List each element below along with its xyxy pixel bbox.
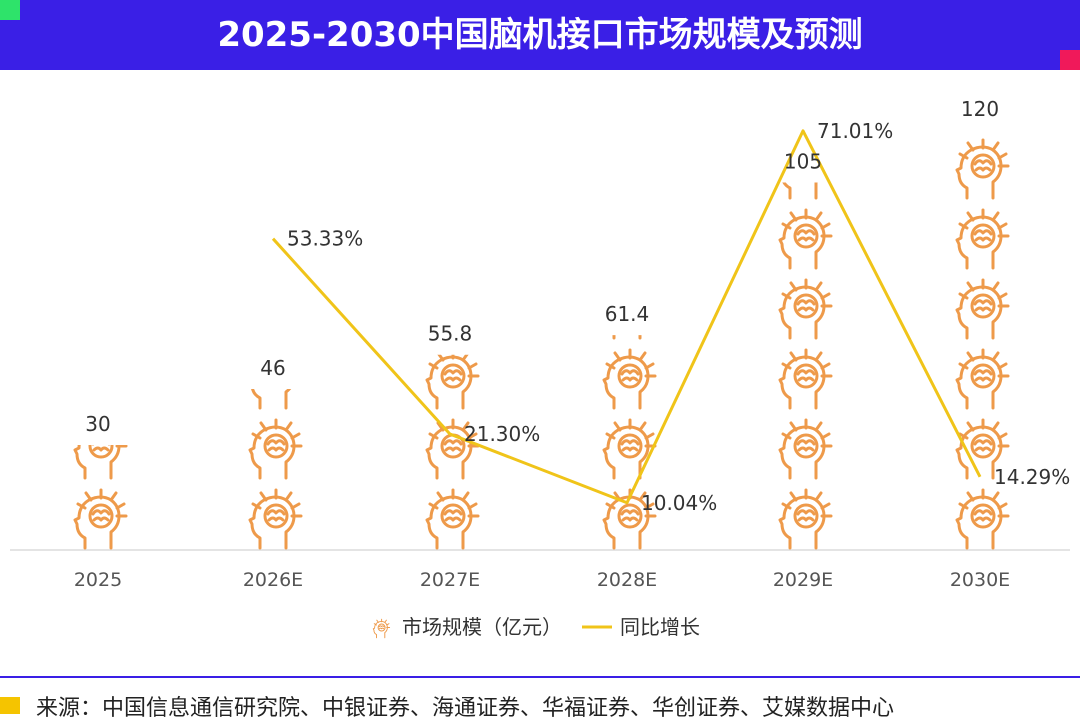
brain-icon [602, 488, 657, 550]
x-tick-label: 2029E [773, 569, 833, 591]
bar-value-label: 30 [85, 412, 110, 436]
legend-brain-icon [372, 618, 391, 639]
source-note: 来源：中国信息通信研究院、中银证券、海通证券、华福证券、华创证券、艾媒数据中心 [36, 696, 895, 721]
page-title: 2025-2030中国脑机接口市场规模及预测 [217, 15, 863, 55]
bar-2028E [602, 335, 657, 550]
bars-layer [73, 138, 1010, 550]
brain-icon [778, 488, 833, 550]
brain-icon [778, 348, 833, 410]
brain-icon [955, 488, 1010, 550]
brain-icon [248, 418, 303, 480]
brain-icon [955, 208, 1010, 270]
bar-value-label: 61.4 [605, 302, 650, 326]
x-tick-label: 2027E [420, 569, 480, 591]
bar-value-label: 105 [784, 150, 822, 174]
bar-2026E [248, 389, 303, 550]
brain-icon [73, 488, 128, 550]
bar-value-label: 46 [260, 356, 285, 380]
brain-icon [425, 418, 480, 480]
brain-icon [955, 278, 1010, 340]
bar-2025 [73, 445, 128, 550]
brain-icon [248, 488, 303, 550]
x-tick-label: 2025 [74, 569, 122, 591]
brain-icon [602, 348, 657, 410]
bar-value-label: 120 [961, 97, 999, 121]
bar-value-label: 55.8 [428, 322, 473, 346]
brain-icon [602, 418, 657, 480]
growth-value-label: 21.30% [464, 422, 540, 446]
corner-accent-green [0, 0, 20, 20]
growth-line [271, 129, 982, 505]
growth-value-label: 10.04% [641, 491, 717, 515]
legend-label-market-size: 市场规模（亿元） [402, 615, 562, 639]
growth-value-label: 14.29% [994, 465, 1070, 489]
brain-icon [955, 138, 1010, 200]
brain-icon [425, 488, 480, 550]
brain-icon [955, 418, 1010, 480]
brain-icon [778, 278, 833, 340]
market-size-chart: 30 46 55.8 61.4 105 120 53.33% 21.30% 10.04% 71.0… [10, 97, 1070, 639]
legend-label-growth: 同比增长 [620, 615, 700, 639]
labels-layer: 30 46 55.8 61.4 105 120 53.33% 21.30% 10.04% 71.0… [74, 97, 1070, 591]
brain-icon [778, 208, 833, 270]
source-marker [0, 697, 20, 714]
corner-accent-red [1060, 50, 1080, 70]
brain-icon [73, 445, 128, 480]
bar-2030E [955, 138, 1010, 550]
growth-value-label: 71.01% [817, 119, 893, 143]
legend: 市场规模（亿元） 同比增长 [372, 615, 700, 639]
x-tick-label: 2028E [597, 569, 657, 591]
brain-icon [778, 418, 833, 480]
line-layer [271, 129, 982, 505]
x-tick-label: 2026E [243, 569, 303, 591]
brain-icon [955, 348, 1010, 410]
bar-2029E [778, 182, 833, 550]
title-banner [0, 0, 1080, 70]
bar-2027E [425, 354, 480, 550]
brain-icon [425, 354, 480, 410]
footer-divider [0, 676, 1080, 678]
x-tick-label: 2030E [950, 569, 1010, 591]
growth-value-label: 53.33% [287, 227, 363, 251]
